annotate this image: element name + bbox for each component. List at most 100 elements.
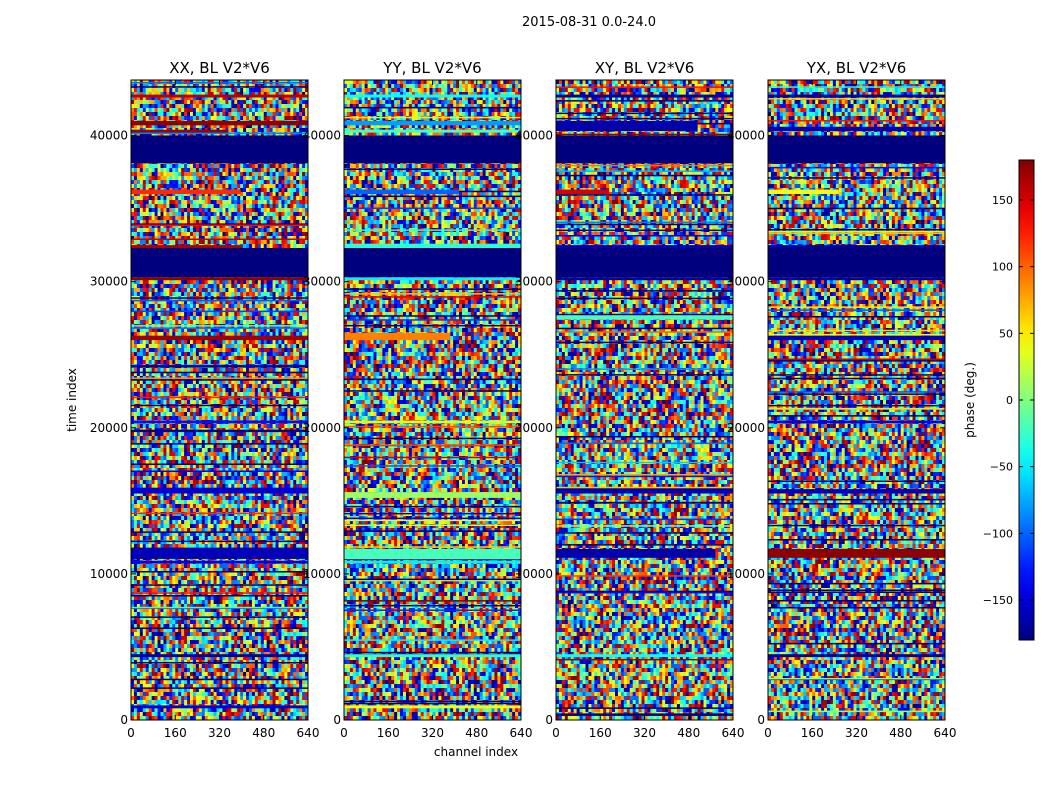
panel-title: XX, BL V2*V6 xyxy=(169,59,270,77)
phase-band-8 xyxy=(344,492,521,498)
phase-band-5 xyxy=(344,277,521,281)
x-tick-label: 0 xyxy=(552,726,560,740)
phase-band-4 xyxy=(131,245,243,248)
phase-band-7 xyxy=(556,549,716,558)
y-tick-label: 30000 xyxy=(303,275,341,289)
colorbar: −150 −100 −50 0 50 100 150 phase (deg.) xyxy=(963,159,1035,641)
x-tick-label: 0 xyxy=(764,726,772,740)
x-axis-label: channel index xyxy=(434,745,518,759)
phase-band-4 xyxy=(556,277,733,281)
phase-band-10 xyxy=(344,560,521,564)
phase-band-9 xyxy=(131,547,308,558)
colorbar-tick-label: 0 xyxy=(1006,394,1013,407)
phase-band-8 xyxy=(768,549,945,558)
x-tick-label: 640 xyxy=(722,726,745,740)
phase-band-5 xyxy=(768,335,945,341)
phase-band-2 xyxy=(131,129,229,133)
phase-band-1 xyxy=(768,126,945,132)
flagged-range-0 xyxy=(556,135,733,164)
phase-band-0 xyxy=(131,94,308,98)
phase-band-6 xyxy=(131,335,308,341)
phase-band-10 xyxy=(131,560,308,564)
phase-band-11 xyxy=(131,654,308,658)
colorbar-tick-label: 150 xyxy=(992,194,1013,207)
y-tick-label: 20000 xyxy=(303,421,341,435)
phase-image xyxy=(556,80,733,720)
phase-band-7 xyxy=(768,489,945,494)
colorbar-label: phase (deg.) xyxy=(963,362,977,438)
y-tick-label: 20000 xyxy=(515,421,553,435)
panel-2: XY, BL V2*V6 0 160 320 480 640 0 10000 20000 3000… xyxy=(515,59,745,740)
x-tick-label: 0 xyxy=(127,726,135,740)
colorbar-tick-label: 50 xyxy=(999,327,1013,340)
flagged-range-0 xyxy=(768,135,945,164)
y-tick-label: 30000 xyxy=(90,275,128,289)
y-tick-label: 10000 xyxy=(90,567,128,581)
phase-image xyxy=(131,80,308,720)
panel-title: YX, BL V2*V6 xyxy=(806,59,907,77)
phase-band-2 xyxy=(556,189,610,194)
x-tick-label: 640 xyxy=(297,726,320,740)
colorbar-tick-label: −50 xyxy=(990,461,1013,474)
x-tick-label: 320 xyxy=(633,726,656,740)
phase-band-3 xyxy=(131,189,241,194)
x-tick-label: 480 xyxy=(465,726,488,740)
figure-suptitle: 2015-08-31 0.0-24.0 xyxy=(522,15,656,30)
flagged-range-1 xyxy=(556,248,733,278)
x-tick-label: 160 xyxy=(377,726,400,740)
x-tick-label: 320 xyxy=(421,726,444,740)
phase-band-12 xyxy=(131,705,308,709)
phase-band-9 xyxy=(768,654,945,658)
phase-band-3 xyxy=(556,245,733,248)
x-tick-label: 320 xyxy=(208,726,231,740)
y-tick-label: 10000 xyxy=(727,567,765,581)
colorbar-tick-label: 100 xyxy=(992,261,1013,274)
phase-band-1 xyxy=(344,120,521,126)
y-tick-label: 40000 xyxy=(727,129,765,143)
phase-band-7 xyxy=(344,420,521,424)
flagged-range-1 xyxy=(768,248,945,278)
flagged-range-1 xyxy=(131,248,308,278)
x-tick-label: 160 xyxy=(801,726,824,740)
flagged-range-0 xyxy=(131,135,308,164)
phase-band-3 xyxy=(344,189,459,194)
phase-band-2 xyxy=(344,129,521,133)
panel-0: XX, BL V2*V6 0 160 320 480 640 0 10000 20000 3000… xyxy=(90,59,320,740)
x-tick-label: 160 xyxy=(589,726,612,740)
panel-1: YY, BL V2*V6 0 160 320 480 640 0 10000 20000 3000… xyxy=(303,59,533,740)
y-tick-label: 30000 xyxy=(515,275,553,289)
x-tick-label: 0 xyxy=(340,726,348,740)
panel-title: YY, BL V2*V6 xyxy=(382,59,481,77)
phase-band-7 xyxy=(131,420,308,424)
y-tick-label: 20000 xyxy=(90,421,128,435)
flagged-range-0 xyxy=(344,135,521,164)
y-tick-label: 20000 xyxy=(727,421,765,435)
phase-image xyxy=(768,80,945,720)
y-tick-label: 10000 xyxy=(515,567,553,581)
phase-image xyxy=(344,80,521,720)
phase-band-3 xyxy=(768,245,945,248)
phase-band-1 xyxy=(131,120,308,126)
phase-band-8 xyxy=(556,654,733,658)
y-tick-label: 40000 xyxy=(90,129,128,143)
phase-band-2 xyxy=(768,189,839,194)
phase-band-8 xyxy=(131,487,308,494)
y-tick-label: 10000 xyxy=(303,567,341,581)
y-tick-label: 0 xyxy=(333,713,341,727)
phase-band-4 xyxy=(344,243,521,249)
panel-3: YX, BL V2*V6 0 160 320 480 640 0 10000 20000 3000… xyxy=(727,59,957,740)
y-tick-label: 40000 xyxy=(515,129,553,143)
phase-band-1 xyxy=(556,120,698,132)
phase-band-6 xyxy=(768,420,945,424)
y-tick-label: 0 xyxy=(757,713,765,727)
phase-band-5 xyxy=(131,277,308,281)
x-tick-label: 480 xyxy=(889,726,912,740)
phase-band-12 xyxy=(344,705,521,709)
phase-band-6 xyxy=(556,489,733,494)
y-tick-label: 0 xyxy=(120,713,128,727)
y-axis-label: time index xyxy=(65,368,79,432)
phase-band-5 xyxy=(556,315,733,320)
phase-band-0 xyxy=(556,94,733,98)
phase-band-4 xyxy=(768,277,945,281)
